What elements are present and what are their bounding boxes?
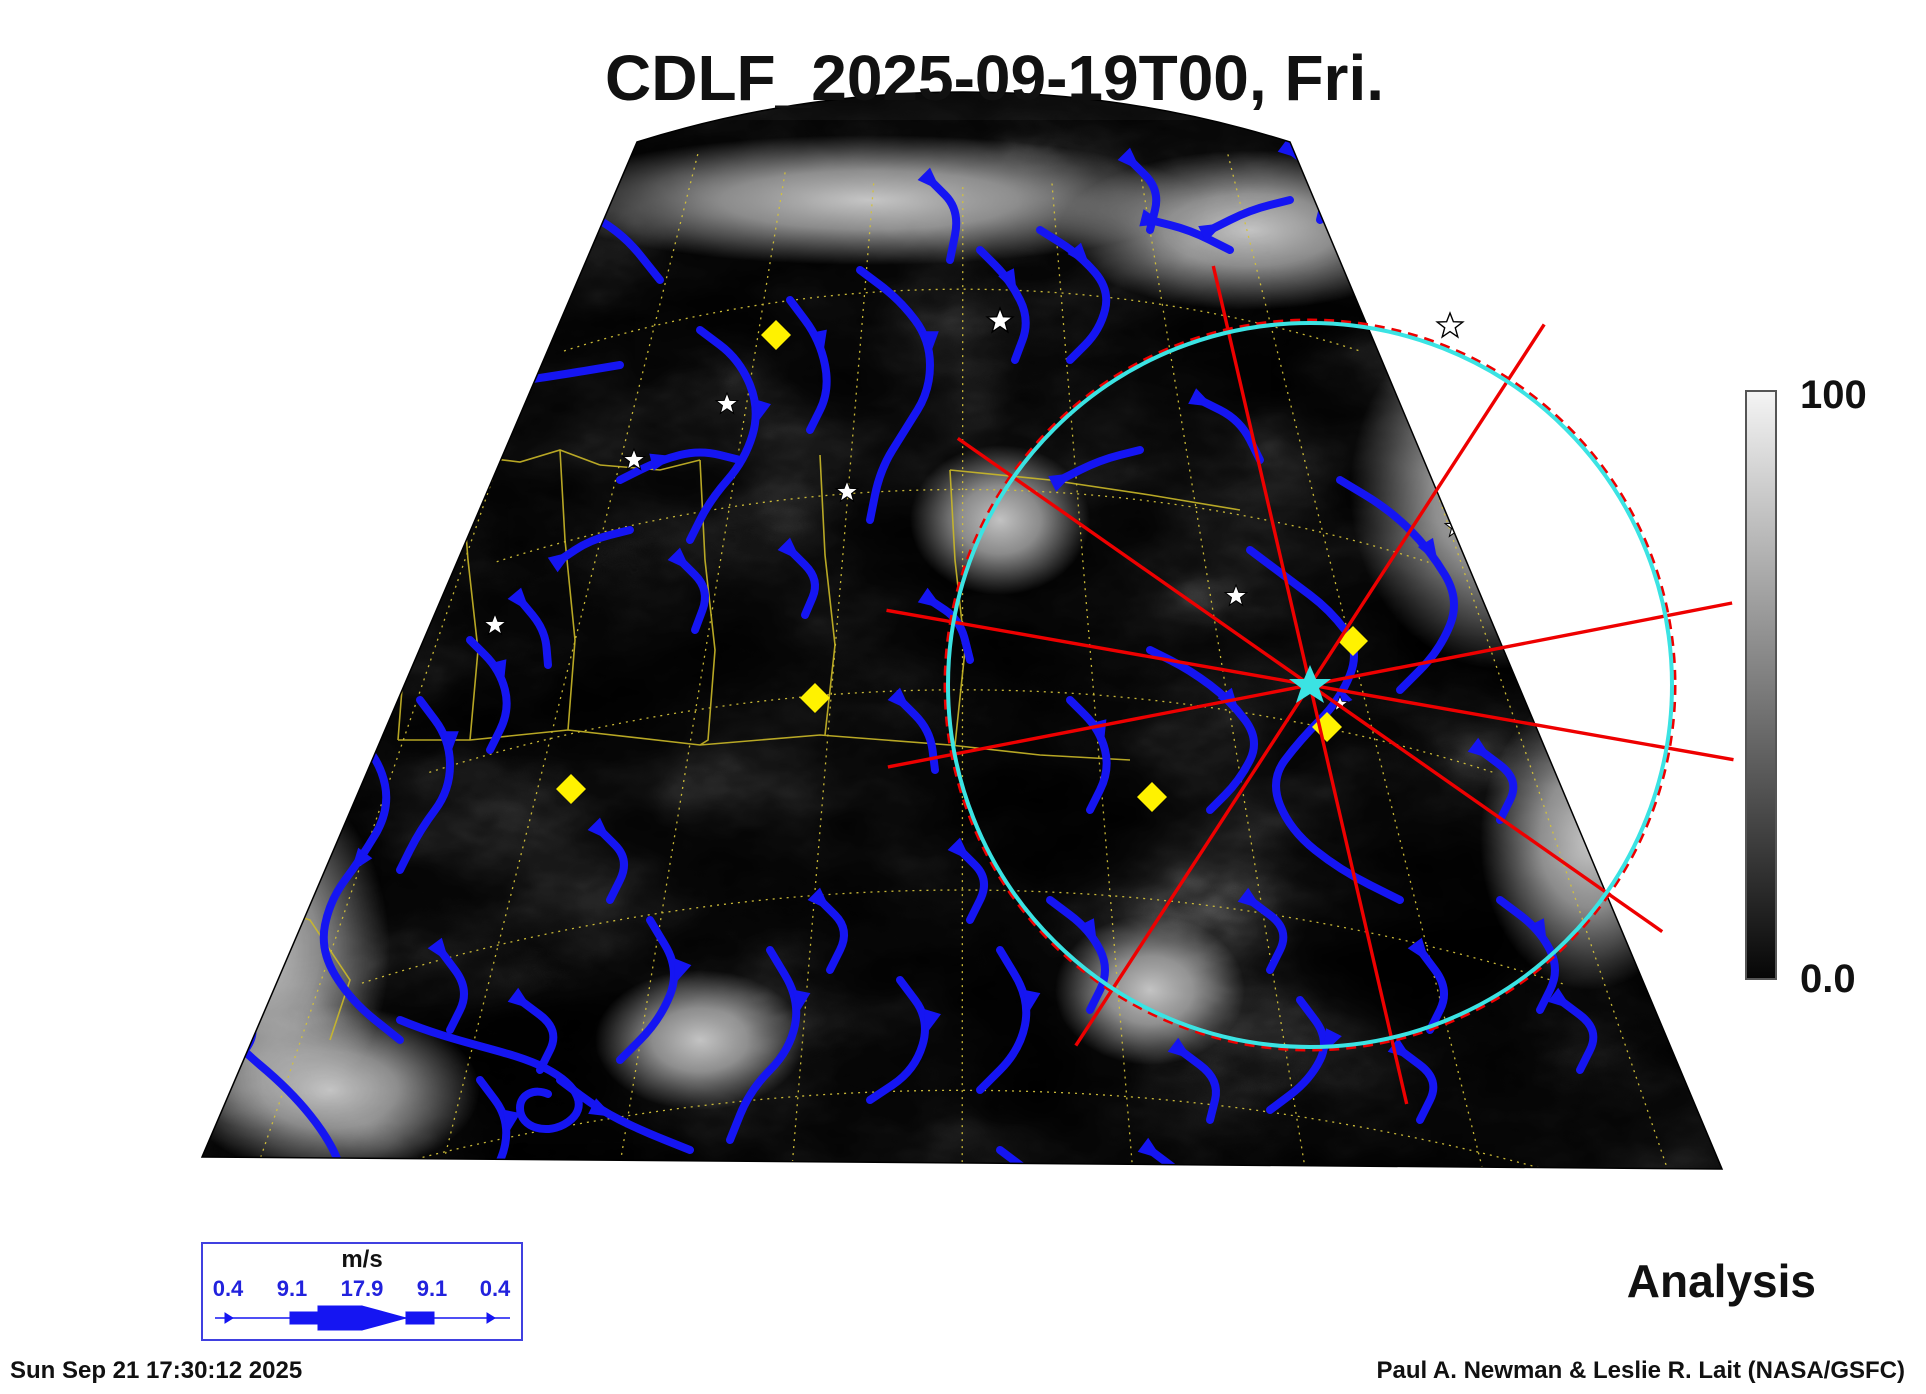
svg-text:Analysis: Analysis [1627,1255,1816,1307]
svg-text:Paul A. Newman & Leslie R. Lai: Paul A. Newman & Leslie R. Lait (NASA/GS… [1376,1357,1905,1384]
svg-text:0.4: 0.4 [480,1276,511,1301]
svg-text:17.9: 17.9 [341,1276,384,1301]
svg-text:0.4: 0.4 [213,1276,244,1301]
svg-text:9.1: 9.1 [417,1276,448,1301]
svg-text:Sun Sep 21 17:30:12 2025: Sun Sep 21 17:30:12 2025 [10,1357,302,1384]
svg-text:9.1: 9.1 [277,1276,308,1301]
svg-text:0.0: 0.0 [1800,957,1856,1001]
svg-text:100: 100 [1800,373,1867,417]
svg-text:CDLF_2025-09-19T00, Fri.: CDLF_2025-09-19T00, Fri. [605,42,1384,114]
svg-text:m/s: m/s [341,1246,382,1273]
